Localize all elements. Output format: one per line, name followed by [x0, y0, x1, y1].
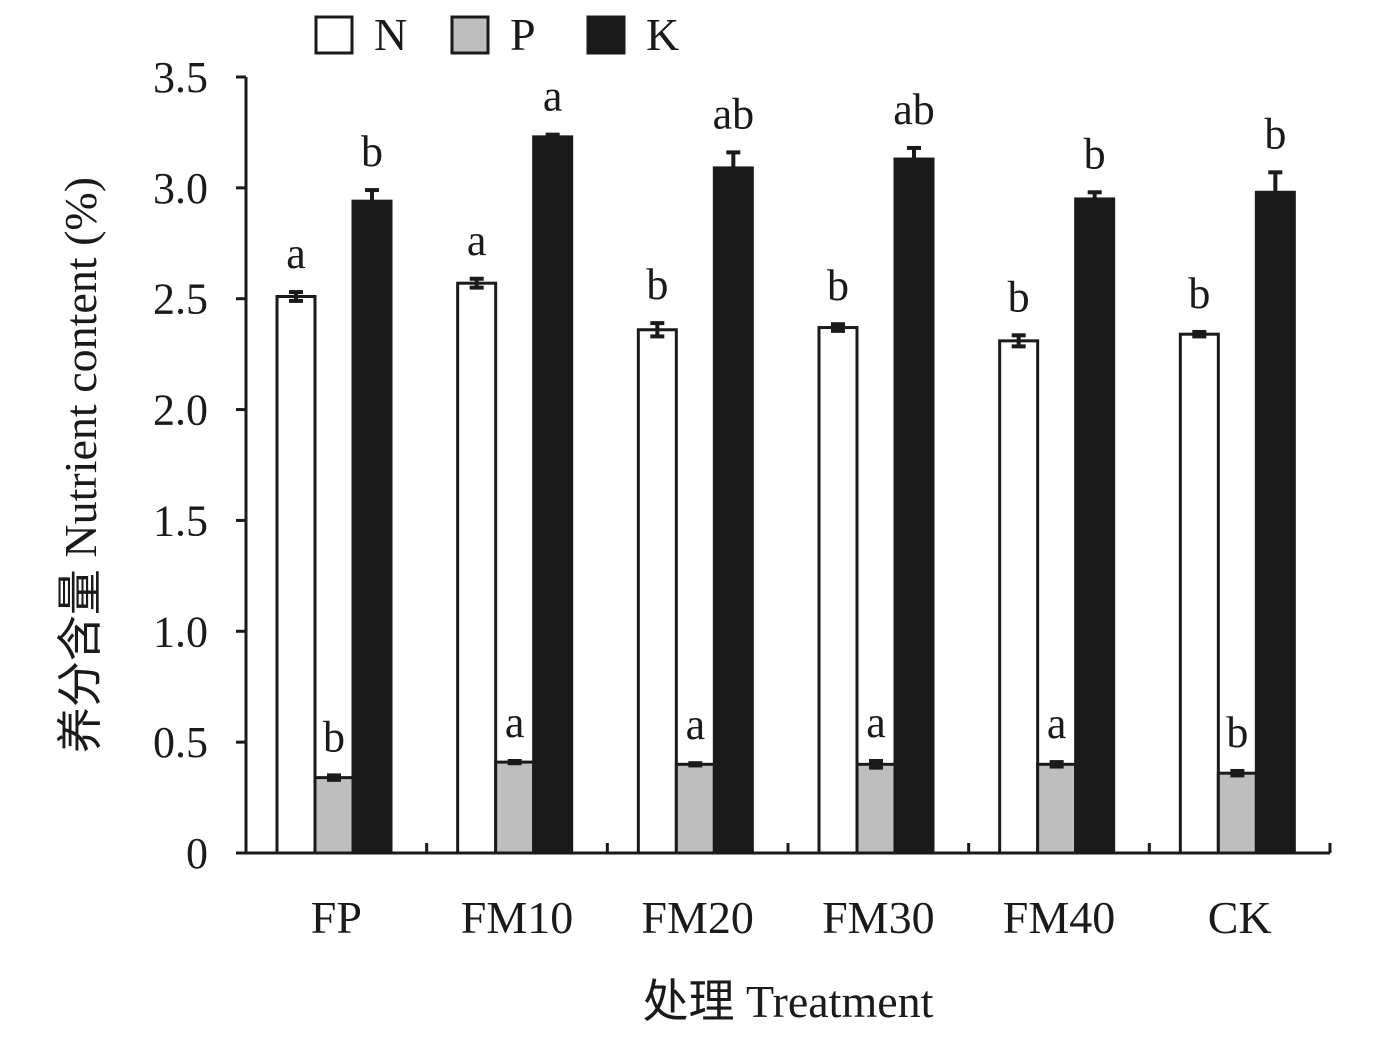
bar-k	[712, 166, 754, 855]
bar-n	[998, 339, 1040, 855]
bar-p	[674, 762, 716, 855]
significance-label: b	[827, 261, 849, 310]
y-tick-label: 2.5	[153, 275, 208, 324]
x-tick-label: FM20	[641, 892, 753, 943]
bar-n	[636, 328, 678, 855]
legend-swatch-n	[314, 15, 354, 55]
bar-k	[1254, 190, 1296, 855]
bar-n	[275, 294, 317, 855]
significance-label: b	[1264, 109, 1286, 158]
bar-p	[1036, 762, 1078, 855]
significance-label: a	[543, 72, 563, 121]
x-tick-label: FM30	[822, 892, 934, 943]
y-axis: 0 0.5 1.0 1.5 2.0 2.5 3.0 3.5	[153, 53, 248, 878]
legend-swatch-k	[586, 15, 626, 55]
y-tick-label: 2.0	[153, 386, 208, 435]
y-tick-label: 0.5	[153, 718, 208, 767]
x-axis-title: 处理 Treatment	[643, 976, 934, 1027]
legend-label-p: P	[510, 9, 536, 60]
y-tick-label: 0	[186, 829, 208, 878]
significance-label: b	[1008, 272, 1030, 321]
significance-label: a	[1047, 699, 1067, 748]
significance-label: a	[467, 216, 487, 265]
bar-p	[494, 760, 536, 855]
bar-n	[817, 326, 859, 855]
y-tick-label: 1.5	[153, 496, 208, 545]
significance-label: b	[646, 260, 668, 309]
legend-label-n: N	[374, 9, 407, 60]
y-tick-label: 3.0	[153, 164, 208, 213]
significance-label: b	[361, 127, 383, 176]
bar-n	[456, 281, 498, 855]
significance-label: a	[686, 700, 706, 749]
bar-k	[351, 199, 393, 855]
significance-label: a	[866, 698, 886, 747]
legend-swatch-p	[450, 15, 490, 55]
bar-p	[313, 776, 355, 855]
y-tick-label: 3.5	[153, 53, 208, 102]
significance-label: b	[1226, 708, 1248, 757]
significance-label: ab	[713, 89, 755, 138]
legend-label-k: K	[646, 9, 679, 60]
x-axis: FP FM10 FM20 FM30 FM40 CK	[244, 843, 1332, 943]
bar-n	[1178, 332, 1220, 855]
bar-p	[1216, 771, 1258, 855]
x-tick-label: FM40	[1003, 892, 1115, 943]
significance-label: b	[323, 712, 345, 761]
x-tick-label: FM10	[461, 892, 573, 943]
y-tick-label: 1.0	[153, 607, 208, 656]
x-tick-label: CK	[1208, 892, 1272, 943]
bar-k	[893, 157, 935, 855]
significance-label: ab	[893, 85, 935, 134]
significance-label: b	[1188, 269, 1210, 318]
significance-label: a	[286, 229, 306, 278]
bar-k	[532, 135, 574, 855]
significance-label: a	[505, 698, 525, 747]
bar-p	[855, 762, 897, 855]
y-axis-title: 养分含量 Nutrient content (%)	[55, 177, 106, 753]
bar-k	[1074, 197, 1116, 855]
x-tick-label: FP	[311, 892, 362, 943]
significance-label: b	[1084, 129, 1106, 178]
